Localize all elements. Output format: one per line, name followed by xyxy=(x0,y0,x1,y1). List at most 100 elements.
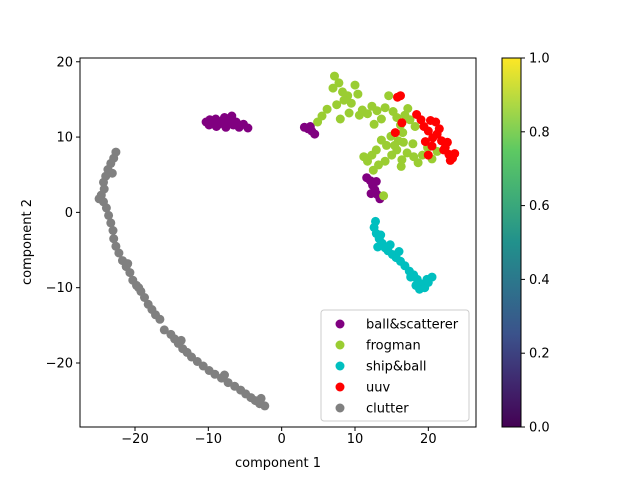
data-point xyxy=(322,104,332,114)
data-point xyxy=(369,119,379,129)
x-tick-label: −10 xyxy=(195,432,222,447)
x-axis-label: component 1 xyxy=(235,456,321,471)
data-point xyxy=(344,108,354,118)
legend-box xyxy=(320,309,470,422)
legend-marker xyxy=(335,319,345,329)
data-point xyxy=(396,161,406,171)
data-point xyxy=(394,247,404,256)
legend-label: uuv xyxy=(366,381,390,396)
data-point xyxy=(363,109,372,119)
data-point xyxy=(210,369,220,379)
data-point xyxy=(379,191,389,201)
data-point xyxy=(390,128,400,138)
data-point xyxy=(397,118,407,128)
data-point xyxy=(398,128,408,138)
data-point xyxy=(310,129,320,139)
data-point xyxy=(313,117,323,127)
legend-label: clutter xyxy=(366,402,409,417)
legend-marker xyxy=(335,403,345,413)
x-tick-label: −20 xyxy=(121,432,148,447)
y-axis-label: component 2 xyxy=(20,199,35,285)
data-point xyxy=(376,114,386,124)
legend-marker xyxy=(335,340,345,350)
data-point xyxy=(332,100,342,110)
data-point xyxy=(350,80,360,90)
data-point xyxy=(109,234,119,244)
plot-frame xyxy=(79,57,477,428)
colorbar-tick-label: 0.0 xyxy=(529,421,550,436)
data-point xyxy=(442,137,452,147)
data-point xyxy=(108,226,118,235)
data-point xyxy=(422,274,432,284)
data-point xyxy=(374,160,383,170)
series-frogman xyxy=(313,71,442,201)
data-point xyxy=(305,122,315,131)
data-points xyxy=(94,71,460,411)
data-point xyxy=(380,156,390,166)
series-uuv xyxy=(390,91,460,165)
data-point xyxy=(111,241,121,251)
data-point xyxy=(227,111,237,121)
data-point xyxy=(385,240,395,250)
data-point xyxy=(359,152,369,162)
data-point xyxy=(445,155,455,165)
data-point xyxy=(397,155,407,165)
legend-marker xyxy=(335,382,345,392)
data-point xyxy=(211,122,221,131)
data-point xyxy=(411,280,421,290)
data-point xyxy=(101,203,111,213)
data-point xyxy=(354,110,364,120)
data-point xyxy=(243,123,253,133)
colorbar-tick-label: 0.8 xyxy=(529,125,550,140)
legend-label: ball&scatterer xyxy=(366,318,459,333)
data-point xyxy=(380,103,390,113)
y-axis-ticks: −20 −10 0 10 20 xyxy=(46,55,80,371)
y-tick-label: 20 xyxy=(56,55,73,70)
x-tick-label: 10 xyxy=(347,432,364,447)
data-point xyxy=(439,145,449,155)
data-point xyxy=(393,92,402,102)
colorbar: 0.0 0.2 0.4 0.6 0.8 1.0 xyxy=(501,52,550,436)
y-tick-label: 0 xyxy=(65,206,73,221)
data-point xyxy=(406,272,416,282)
data-point xyxy=(390,140,400,150)
legend-label: frogman xyxy=(366,339,421,354)
data-point xyxy=(328,83,338,93)
data-point xyxy=(159,325,169,335)
data-point xyxy=(346,98,356,108)
colorbar-gradient xyxy=(501,57,522,428)
data-point xyxy=(134,283,144,293)
y-tick-label: −20 xyxy=(46,356,73,371)
legend-marker xyxy=(335,361,345,371)
data-point xyxy=(427,141,437,151)
data-point xyxy=(403,104,413,113)
data-point xyxy=(353,89,363,99)
data-point xyxy=(339,95,349,105)
data-point xyxy=(376,230,386,240)
colorbar-tick-label: 0.4 xyxy=(529,273,550,288)
y-tick-label: 10 xyxy=(56,131,73,146)
colorbar-tick-label: 0.2 xyxy=(529,347,550,362)
data-point xyxy=(256,393,266,403)
data-point xyxy=(107,168,117,178)
data-point xyxy=(413,158,423,168)
data-point xyxy=(155,314,165,324)
data-point xyxy=(376,135,386,145)
x-tick-label: 20 xyxy=(420,432,437,447)
data-point xyxy=(420,137,430,147)
data-point xyxy=(371,177,381,186)
data-point xyxy=(384,91,394,101)
data-point xyxy=(408,139,418,149)
data-point xyxy=(366,189,376,199)
data-point xyxy=(405,115,415,125)
series-ship-ball xyxy=(369,216,437,294)
data-point xyxy=(434,124,444,134)
data-point xyxy=(220,370,229,380)
data-point xyxy=(334,78,344,88)
data-point xyxy=(94,194,104,204)
data-point xyxy=(410,122,420,131)
data-point xyxy=(402,148,412,158)
